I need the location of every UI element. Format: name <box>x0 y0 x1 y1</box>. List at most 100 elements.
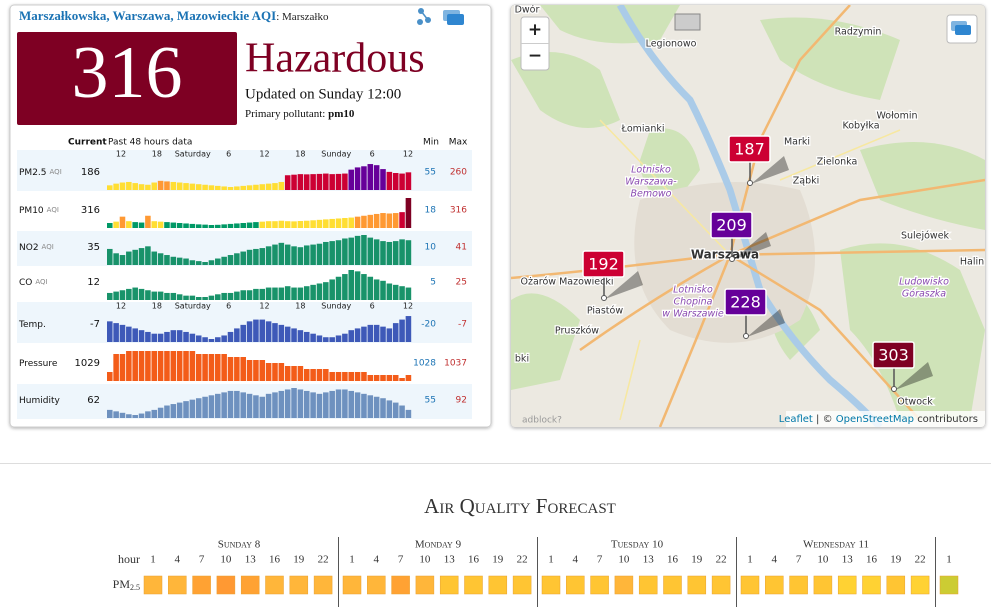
history-bar <box>348 372 355 381</box>
history-bar <box>176 257 183 265</box>
layers-button[interactable] <box>946 14 978 44</box>
forecast-grid: Sunday 8 1 4 7 10 13 16 19 22 Monday 9 1 4 7 10 13 16 19… <box>143 537 959 607</box>
pollutant-name: Humidity <box>19 396 60 406</box>
history-bar <box>227 223 234 228</box>
history-bar <box>354 392 361 418</box>
day-label: Sunday 8 <box>218 539 261 551</box>
city-title[interactable]: Marszałkowska, Warszawa, Mazowieckie AQI <box>19 8 276 23</box>
osm-link[interactable]: OpenStreetMap <box>836 414 914 425</box>
history-bar <box>380 398 386 418</box>
offline-station[interactable] <box>674 13 701 31</box>
time-label: 6 <box>370 150 375 159</box>
history-bar <box>208 185 215 190</box>
history-bar <box>291 221 297 228</box>
pollutant-name: PM2.5 <box>19 168 47 178</box>
forecast-cell <box>740 575 760 595</box>
zoom-in[interactable]: + <box>528 20 542 40</box>
history-bar <box>138 288 145 300</box>
history-bar <box>265 393 272 418</box>
history-bar <box>195 354 202 381</box>
pollutant-name: Pressure <box>19 359 58 369</box>
history-bar <box>259 288 266 300</box>
marker-pin-head <box>747 180 753 186</box>
forecast-cell <box>265 575 284 595</box>
history-bar <box>246 290 253 300</box>
history-bar <box>329 279 335 300</box>
forecast-cell <box>765 575 784 595</box>
pollutant-base: PM <box>113 577 131 591</box>
history-bar <box>107 292 113 300</box>
marker-pin-head <box>891 386 897 392</box>
attribution: Leaflet | © OpenStreetMap contributors <box>779 414 978 425</box>
history-bar <box>380 169 386 190</box>
leaflet-link[interactable]: Leaflet <box>779 414 813 425</box>
history-bar <box>145 246 151 265</box>
pollutant-name: CO <box>19 278 32 288</box>
place-label: Chopina <box>674 297 713 308</box>
history-bar <box>399 173 405 190</box>
history-bar <box>405 240 412 265</box>
marker-shadow <box>733 232 771 260</box>
min-value: -20 <box>421 320 436 330</box>
place-label: Łomianki <box>620 124 664 135</box>
history-bar <box>373 396 380 418</box>
forecast-cell <box>789 575 808 595</box>
hour-label: 19 <box>691 554 703 566</box>
history-bar <box>259 319 266 342</box>
station-marker[interactable]: 209 <box>710 211 771 262</box>
forecast-cell <box>614 575 634 595</box>
history-bar <box>278 181 285 190</box>
history-bar <box>157 221 164 228</box>
history-bar <box>405 172 412 190</box>
history-bar <box>348 270 355 300</box>
history-bar <box>234 253 240 265</box>
history-bar <box>392 241 399 265</box>
history-bar <box>126 221 132 228</box>
history-bar <box>183 258 189 265</box>
min-value: 55 <box>425 396 436 406</box>
current-header: Current <box>68 138 107 148</box>
history-bar <box>138 330 145 342</box>
history-bar <box>335 218 342 228</box>
max-header: Max <box>449 138 468 148</box>
history-bar <box>113 221 119 228</box>
forecast-cell <box>939 575 959 595</box>
history-bar <box>189 333 196 342</box>
station-marker[interactable]: 192 <box>582 250 643 301</box>
history-bar <box>373 165 380 190</box>
history-bar <box>361 274 367 300</box>
pollutant-name: Temp. <box>18 320 46 330</box>
forecast-cell <box>711 575 731 595</box>
history-bar <box>399 286 405 300</box>
station-marker[interactable]: 228 <box>724 288 785 339</box>
history-bar <box>240 223 246 228</box>
history-bar <box>380 241 386 265</box>
place-label: Pruszków <box>555 326 599 337</box>
history-bar <box>151 221 158 228</box>
map[interactable]: Dwór Legionowo Radzymin Łomianki Marki Kobyłk… <box>511 5 985 428</box>
embed-icon[interactable] <box>443 10 464 25</box>
history-bar <box>126 288 132 300</box>
history-bar <box>208 395 215 418</box>
hour-label: 16 <box>866 554 878 566</box>
station-marker[interactable]: 303 <box>872 341 933 392</box>
history-bar <box>380 280 386 300</box>
hour-label: 10 <box>618 554 630 566</box>
history-bar <box>386 375 393 381</box>
share-icon[interactable] <box>417 8 431 25</box>
time-label: 18 <box>295 150 305 159</box>
history-bar <box>278 390 285 418</box>
history-bar <box>303 174 310 190</box>
history-bar <box>361 393 367 418</box>
day-label: Wednesday 11 <box>803 539 869 551</box>
zoom-out[interactable]: − <box>528 46 542 66</box>
history-bar <box>323 173 329 190</box>
station-marker[interactable]: 187 <box>728 135 789 186</box>
hour-label: 4 <box>175 554 181 566</box>
current-value: 35 <box>87 242 100 253</box>
history-bar <box>157 291 164 300</box>
history-bar <box>367 214 374 228</box>
history-bar <box>202 262 208 265</box>
history-bar <box>202 354 208 381</box>
history-bar <box>335 335 342 342</box>
